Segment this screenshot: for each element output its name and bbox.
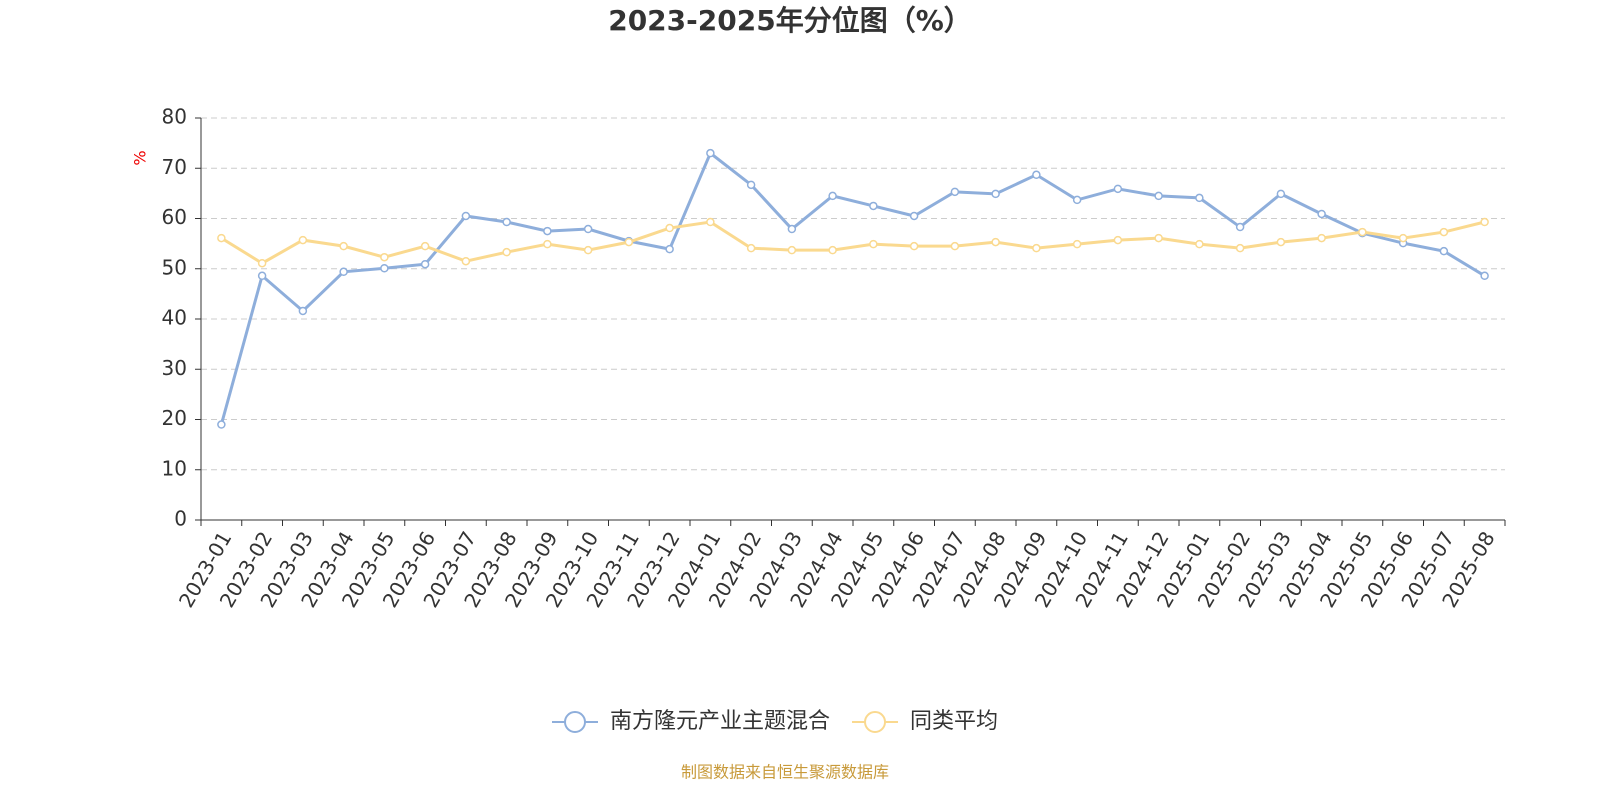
legend-label: 同类平均 [910, 709, 998, 734]
point [380, 263, 389, 273]
y-tick-label: 20 [162, 406, 187, 430]
point [420, 241, 430, 251]
point [1113, 235, 1123, 245]
point [787, 245, 797, 255]
series-line [219, 150, 1486, 425]
point [461, 256, 471, 266]
point [1439, 246, 1449, 256]
point [746, 243, 756, 253]
point [502, 217, 511, 227]
y-tick-label: 70 [162, 155, 187, 179]
legend-label: 南方隆元产业主题混合 [610, 709, 830, 734]
point [1276, 189, 1286, 199]
point [1154, 233, 1163, 243]
point [909, 241, 919, 251]
point [828, 245, 837, 255]
y-tick-label: 0 [174, 507, 187, 531]
point [380, 252, 389, 262]
point [1195, 193, 1204, 203]
point [298, 306, 308, 316]
y-tick-label: 60 [162, 205, 187, 229]
point [1439, 227, 1449, 237]
source-note: 制图数据来自恒生聚源数据库 [681, 763, 889, 782]
point [746, 180, 756, 190]
point [339, 241, 348, 251]
point [298, 235, 308, 245]
point [1032, 170, 1041, 180]
point [461, 211, 471, 221]
point [1195, 239, 1204, 249]
y-tick-label: 50 [162, 255, 187, 279]
point [950, 241, 960, 251]
point [1276, 237, 1286, 247]
point [706, 217, 715, 227]
point [1235, 243, 1245, 253]
point [624, 237, 634, 247]
point [787, 224, 797, 234]
point [543, 239, 552, 249]
point [420, 259, 430, 269]
point [828, 191, 837, 201]
point [665, 244, 674, 254]
point [583, 224, 593, 234]
point [1032, 243, 1041, 253]
y-tick-label: 30 [162, 356, 187, 380]
point [991, 237, 1000, 247]
point [217, 420, 226, 429]
point [1358, 227, 1367, 237]
point [543, 226, 552, 236]
point [665, 223, 674, 233]
point [950, 187, 960, 197]
point [1317, 209, 1326, 219]
point [1480, 217, 1489, 227]
legend-marker [864, 711, 887, 733]
point [991, 189, 1000, 199]
y-tick-label: 10 [162, 456, 187, 480]
chart-title: 2023-2025年分位图（%） [608, 4, 972, 37]
point [583, 245, 593, 255]
y-tick-label: 40 [162, 306, 187, 330]
point [1235, 222, 1245, 232]
y-tick-label: 80 [162, 105, 187, 129]
point [1154, 191, 1163, 201]
point [706, 148, 715, 158]
point [1398, 233, 1408, 243]
point [257, 271, 267, 281]
point [1480, 271, 1489, 281]
y-unit: % [131, 150, 150, 165]
point [217, 233, 226, 243]
point [1317, 233, 1326, 243]
point [909, 211, 919, 221]
point [1113, 184, 1123, 194]
legend-marker [564, 711, 586, 733]
point [257, 258, 267, 268]
series-line [220, 220, 1485, 265]
point [869, 201, 878, 211]
point [502, 247, 511, 257]
point [869, 239, 878, 249]
point [339, 267, 348, 277]
point [1072, 195, 1082, 205]
point [1072, 239, 1082, 249]
